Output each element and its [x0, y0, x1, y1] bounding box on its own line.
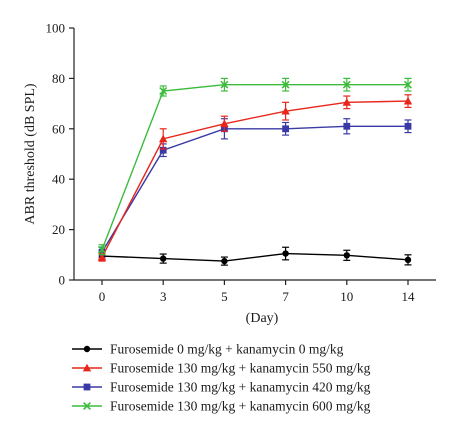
axes	[73, 28, 436, 281]
legend-label-3: Furosemide 130 mg/kg + kanamycin 600 mg/…	[110, 399, 371, 414]
x-tick-label-14: 14	[402, 289, 416, 304]
legend-item-1: Furosemide 130 mg/kg + kanamycin 550 mg/…	[72, 361, 371, 376]
series-0-point-14	[404, 256, 412, 264]
legend-label-2: Furosemide 130 mg/kg + kanamycin 420 mg/…	[110, 380, 371, 395]
x-tick-label-7: 7	[282, 289, 289, 304]
series-3-point-5	[220, 80, 229, 89]
series-0-point-7	[282, 250, 289, 257]
y-ticks: 0 20 40 60 80 100	[46, 21, 74, 288]
y-tick-label-100: 100	[46, 21, 66, 36]
legend-marker-2	[83, 383, 91, 391]
series-2-point-3	[159, 146, 167, 154]
y-tick-label-20: 20	[52, 222, 65, 237]
series-1-point-10	[342, 98, 351, 106]
series-3-point-14	[404, 80, 412, 89]
series-0-point-10	[343, 252, 350, 259]
series-2	[98, 118, 412, 258]
x-tick-label-5: 5	[221, 289, 228, 304]
series-3	[98, 77, 412, 256]
series-1-point-5	[220, 119, 229, 128]
y-axis-label: ABR threshold (dB SPL)	[23, 83, 38, 225]
series-2-point-10	[343, 122, 351, 130]
legend-label-1: Furosemide 130 mg/kg + kanamycin 550 mg/…	[110, 361, 371, 376]
x-tick-label-10: 10	[340, 289, 353, 304]
series-3-point-3	[159, 87, 168, 95]
series-3-point-10	[342, 80, 351, 89]
x-tick-label-0: 0	[99, 289, 106, 304]
legend-item-3: Furosemide 130 mg/kg + kanamycin 600 mg/…	[72, 399, 371, 414]
series-1	[97, 94, 413, 262]
series-0-line	[101, 252, 409, 262]
series-1-point-7	[281, 106, 290, 115]
series-3-point-0	[98, 245, 106, 254]
series-3-point-7	[281, 80, 290, 89]
y-tick-label-80: 80	[52, 71, 65, 86]
x-axis-label: (Day)	[246, 311, 279, 326]
series-3-line	[101, 83, 408, 251]
legend-label-0: Furosemide 0 mg/kg + kanamycin 0 mg/kg	[110, 342, 344, 357]
y-tick-label-60: 60	[52, 121, 65, 136]
plot-area	[97, 77, 413, 266]
x-tick-label-3: 3	[160, 289, 167, 304]
series-2-point-7	[282, 125, 289, 133]
legend-marker-1	[82, 363, 92, 372]
x-ticks: 0 3 5 7 10 14	[99, 280, 415, 304]
series-1-point-14	[403, 96, 413, 105]
y-tick-label-40: 40	[52, 172, 65, 187]
series-2-point-14	[404, 122, 412, 130]
series-1-line	[101, 100, 409, 258]
series-1-point-3	[159, 134, 168, 143]
series-0-point-5	[221, 257, 228, 265]
legend-item-0: Furosemide 0 mg/kg + kanamycin 0 mg/kg	[72, 342, 344, 357]
series-0-point-3	[160, 255, 167, 262]
series-1-point-0	[97, 253, 107, 261]
series-0	[98, 246, 412, 266]
series-2-line	[101, 125, 408, 253]
legend: Furosemide 0 mg/kg + kanamycin 0 mg/kg Fu…	[72, 342, 371, 414]
legend-marker-3	[83, 402, 91, 410]
y-tick-label-0: 0	[59, 273, 66, 288]
legend-marker-0	[83, 345, 91, 353]
legend-item-2: Furosemide 130 mg/kg + kanamycin 420 mg/…	[72, 380, 371, 395]
